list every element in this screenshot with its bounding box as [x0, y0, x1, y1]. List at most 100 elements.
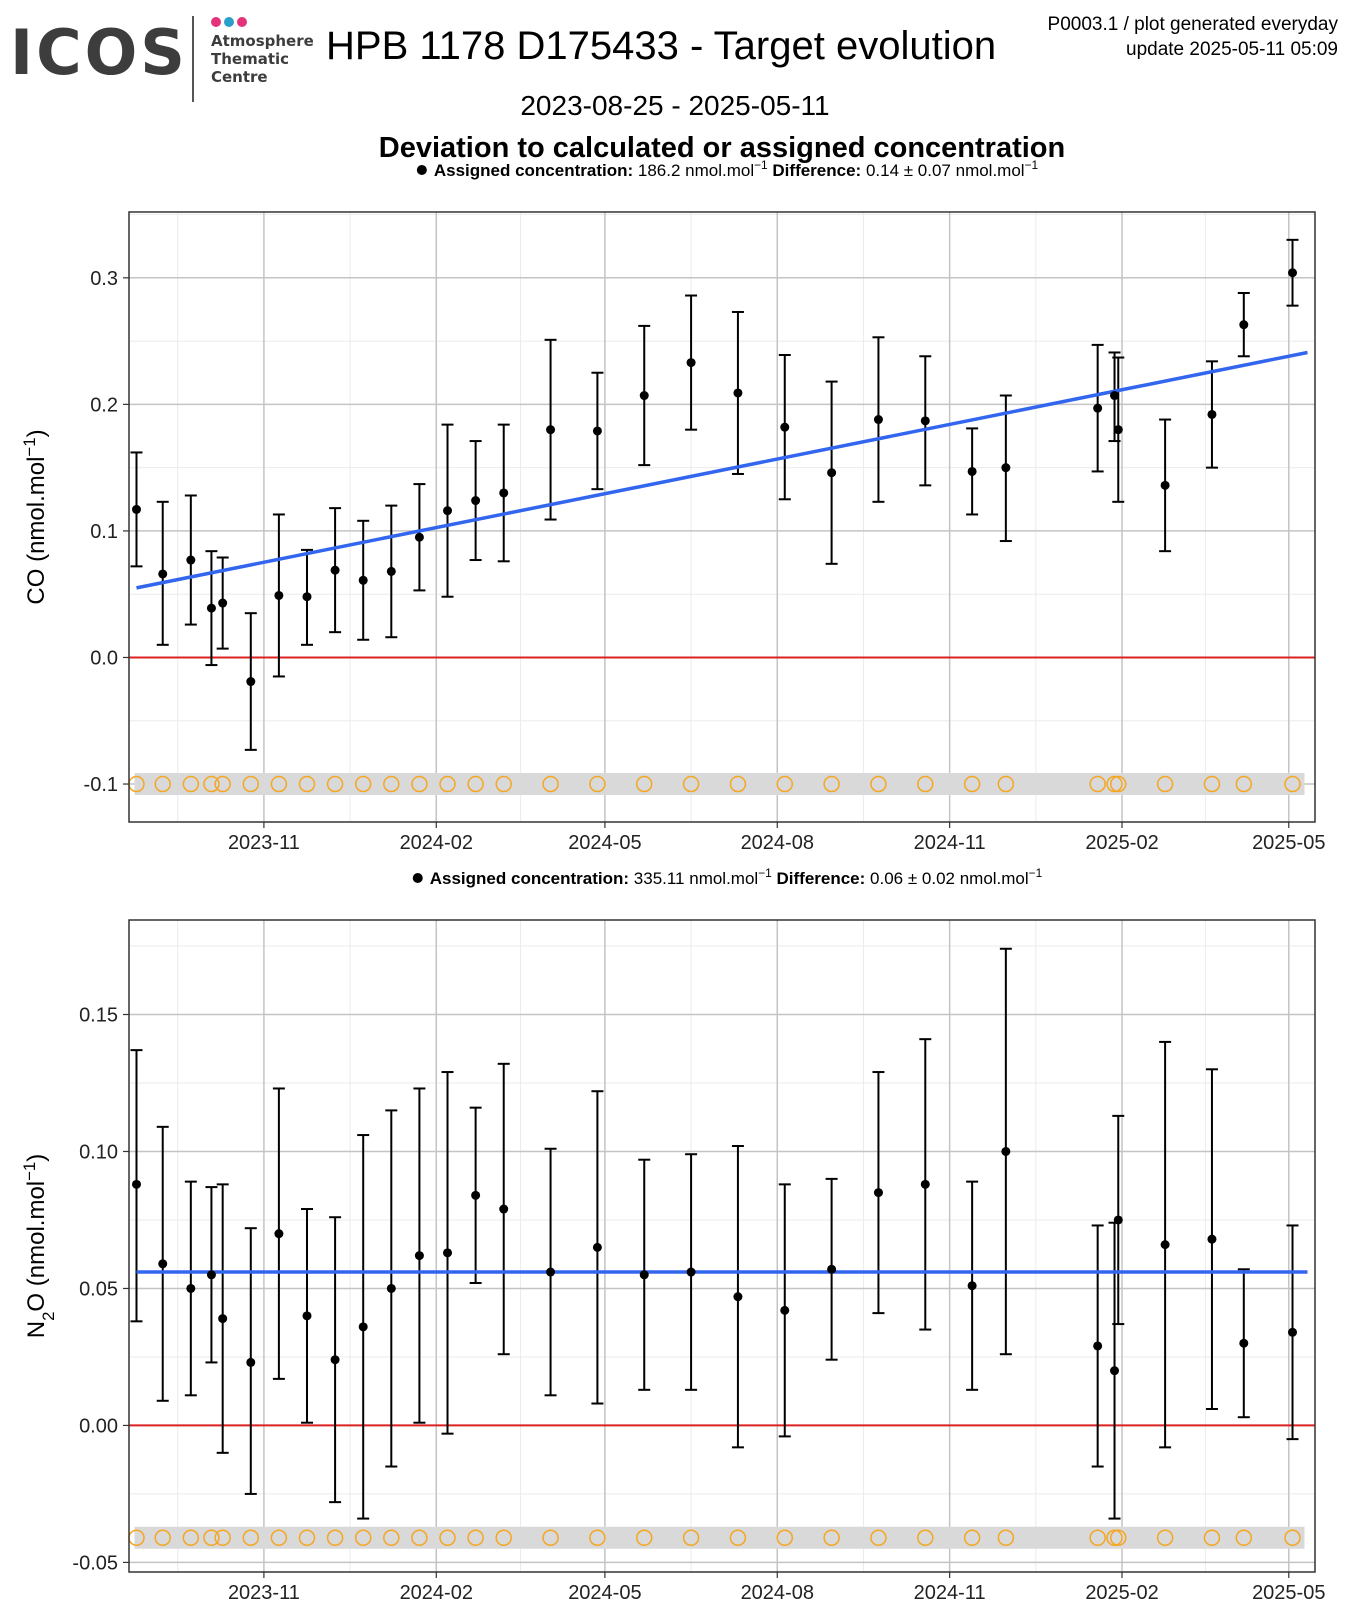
page-title: HPB 1178 D175433 - Target evolution — [326, 24, 997, 68]
flag-circle — [823, 775, 840, 793]
data-point — [1113, 425, 1123, 435]
flag-circle — [354, 1529, 372, 1547]
y-tick-label: 0.10 — [79, 1141, 118, 1163]
flag-circle — [298, 775, 316, 793]
flag-circle — [298, 1529, 316, 1547]
x-tick-label: 2024-11 — [914, 832, 986, 854]
flag-circle — [154, 1529, 171, 1547]
data-point — [873, 1188, 883, 1198]
data-point — [1113, 1215, 1123, 1225]
data-point — [186, 555, 196, 565]
logo-divider — [192, 16, 194, 102]
y-tick-label: 0.2 — [90, 394, 118, 416]
plot-border — [128, 211, 1316, 823]
data-point — [386, 1283, 396, 1293]
data-point — [358, 575, 368, 585]
legend-point-marker — [416, 165, 427, 175]
data-point — [358, 1322, 368, 1332]
y-axis-label: CO (nmol.mol−1) — [20, 429, 51, 604]
y-tick-label: -0.05 — [72, 1552, 118, 1574]
icos-logo-text: ICOS — [10, 16, 188, 89]
legend-text: Assigned concentration: 335.11 nmol.mol−… — [430, 866, 1043, 888]
logo-dot-3 — [237, 17, 247, 27]
date-range: 2023-08-25 - 2025-05-11 — [520, 90, 830, 121]
data-point — [218, 598, 228, 608]
data-point — [274, 590, 284, 600]
data-point — [1001, 463, 1011, 473]
flag-circle — [1110, 1529, 1127, 1547]
data-point — [330, 565, 340, 575]
flag-circle — [729, 1529, 747, 1547]
flag-circle — [182, 1529, 200, 1547]
plot-border — [128, 919, 1316, 1573]
meta-line-2: update 2025-05-11 05:09 — [1126, 39, 1338, 60]
data-point — [873, 415, 883, 425]
flag-circle — [542, 1529, 559, 1547]
data-point — [1160, 480, 1170, 490]
data-point — [1160, 1240, 1170, 1250]
data-point — [1110, 391, 1120, 401]
flag-circle — [1284, 1529, 1301, 1547]
flag-circle — [1106, 775, 1123, 793]
y-tick-label: 0.05 — [79, 1278, 118, 1300]
flag-circle — [917, 775, 934, 793]
flag-circle — [495, 775, 512, 793]
flag-circle — [542, 775, 559, 793]
generation-meta: P0003.1 / plot generated everyday update… — [1048, 12, 1338, 62]
data-point — [1110, 1366, 1120, 1376]
legend-text: Assigned concentration: 186.2 nmol.mol−1… — [434, 158, 1039, 180]
flag-circle — [589, 775, 606, 793]
flag-circle — [635, 775, 653, 793]
data-point — [920, 1179, 930, 1189]
flag-circle — [439, 1529, 456, 1547]
flag-circle — [1110, 775, 1127, 793]
flag-band — [134, 1526, 1305, 1549]
x-tick-label: 2025-05 — [1252, 832, 1325, 854]
data-point — [967, 466, 977, 476]
data-point — [386, 566, 396, 576]
x-tick-label: 2024-08 — [741, 832, 814, 854]
data-point — [206, 603, 216, 613]
data-point — [733, 388, 743, 398]
flag-circle — [682, 1529, 700, 1547]
data-point — [302, 592, 312, 602]
data-point — [592, 426, 602, 436]
x-tick-label: 2023-11 — [228, 832, 300, 854]
data-point — [302, 1311, 312, 1321]
flag-circle — [682, 775, 700, 793]
data-point — [131, 504, 141, 514]
data-point — [414, 1251, 424, 1261]
x-tick-label: 2024-05 — [568, 832, 641, 854]
flag-circle — [383, 775, 400, 793]
flag-circle — [270, 775, 288, 793]
data-point — [443, 1248, 453, 1258]
data-point — [206, 1270, 216, 1280]
data-point — [246, 1357, 256, 1367]
y-axis-label: N2O (nmol.mol−1) — [20, 1154, 58, 1339]
data-point — [471, 496, 481, 506]
data-point — [1093, 403, 1103, 413]
y-tick-label: -0.1 — [84, 774, 118, 796]
flag-circle — [214, 1529, 231, 1547]
data-point — [158, 569, 168, 579]
data-point — [967, 1281, 977, 1291]
flag-circle — [326, 775, 344, 793]
y-tick-label: 0.00 — [79, 1415, 118, 1437]
data-point — [1239, 320, 1249, 330]
data-point — [592, 1242, 602, 1252]
data-point — [186, 1283, 196, 1293]
data-point — [274, 1229, 284, 1239]
flag-circle — [776, 1529, 794, 1547]
logo-subtitle: Atmosphere Thematic Centre — [211, 32, 314, 86]
data-point — [499, 1204, 509, 1214]
flag-circle — [495, 1529, 512, 1547]
x-tick-label: 2024-05 — [568, 1582, 641, 1604]
x-tick-label: 2023-11 — [228, 1582, 300, 1604]
flag-band — [134, 773, 1305, 796]
flag-circle — [270, 1529, 288, 1547]
flag-circle — [635, 1529, 653, 1547]
trend-line — [136, 350, 1308, 590]
flag-circle — [467, 775, 484, 793]
flag-circle — [354, 775, 372, 793]
flag-circle — [383, 1529, 400, 1547]
